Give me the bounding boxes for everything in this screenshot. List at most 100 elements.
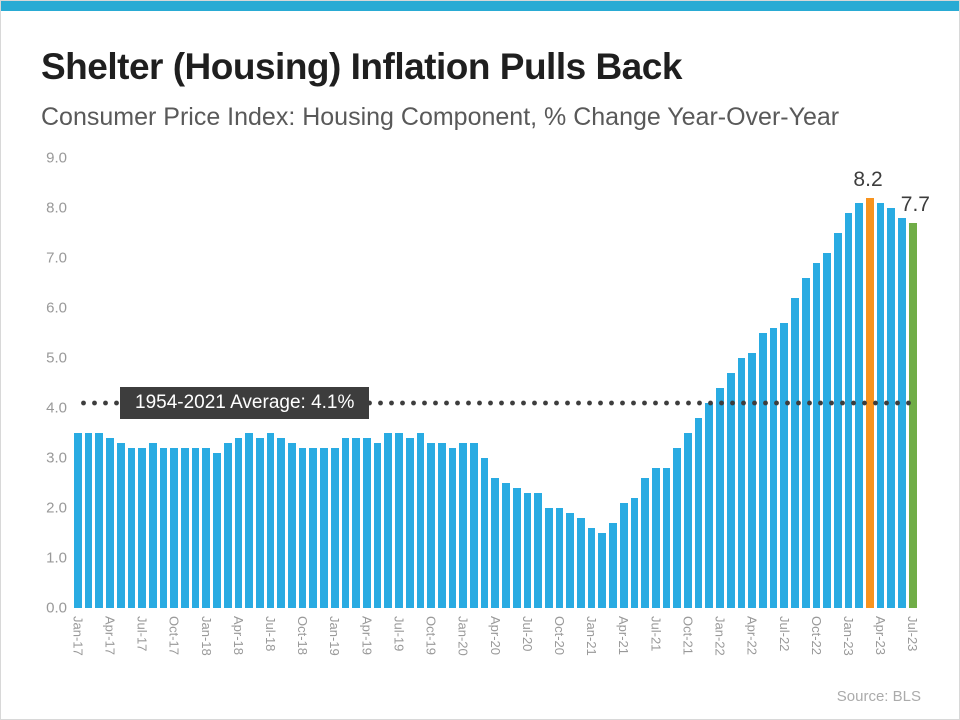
- x-slot: [566, 614, 574, 680]
- x-tick-label: Jul-17: [134, 616, 150, 652]
- x-tick-label: Oct-22: [808, 616, 824, 656]
- x-slot: Oct-21: [680, 614, 695, 680]
- x-slot: Jul-18: [263, 614, 278, 680]
- bar-Dec-22: [833, 233, 842, 608]
- x-slot: [631, 614, 639, 680]
- x-slot: Jan-22: [713, 614, 728, 680]
- bar-Jul-20: [523, 493, 532, 608]
- x-slot: Oct-19: [424, 614, 439, 680]
- x-slot: [309, 614, 317, 680]
- y-tick-label: 4.0: [46, 399, 67, 417]
- x-slot: Oct-22: [809, 614, 824, 680]
- x-tick-label: Apr-23: [873, 616, 889, 656]
- x-tick-label: Jan-23: [840, 616, 856, 656]
- bar-Jun-21: [641, 478, 649, 608]
- bar-Aug-21: [662, 468, 671, 608]
- x-tick-label: Jul-21: [648, 616, 664, 652]
- y-tick-label: 8.0: [46, 199, 67, 217]
- x-tick-label: Apr-18: [230, 616, 246, 656]
- bar-Dec-17: [191, 448, 200, 608]
- x-slot: [598, 614, 606, 680]
- x-tick-label: Jan-22: [712, 616, 728, 656]
- bar-Apr-17: [106, 438, 114, 608]
- x-slot: [791, 614, 799, 680]
- x-slot: Jul-23: [905, 614, 920, 680]
- bar-Jul-22: [780, 323, 789, 608]
- x-tick-label: Oct-20: [551, 616, 567, 656]
- bar-May-19: [373, 443, 382, 608]
- x-slot: [342, 614, 350, 680]
- x-tick-label: Jul-22: [776, 616, 792, 652]
- x-tick-label: Oct-21: [680, 616, 696, 656]
- bar-Jul-23: [908, 223, 917, 608]
- bar-Sep-17: [159, 448, 168, 608]
- bar-Jul-21: [651, 468, 660, 608]
- bar-Apr-20: [491, 478, 500, 608]
- y-axis: 0.0 1.0 2.0 3.0 4.0 5.0 6.0 7.0 8.0 9.0: [27, 150, 67, 617]
- x-slot: [277, 614, 285, 680]
- bar-Apr-22: [748, 353, 756, 608]
- x-tick-label: Oct-19: [423, 616, 439, 656]
- bar-Nov-20: [566, 513, 575, 608]
- x-slot: [759, 614, 767, 680]
- bar-Apr-18: [234, 438, 243, 608]
- x-slot: Apr-20: [488, 614, 503, 680]
- bar-May-23: [887, 208, 896, 608]
- x-slot: [374, 614, 382, 680]
- bar-Dec-20: [577, 518, 585, 608]
- x-slot: [663, 614, 671, 680]
- bar-May-18: [245, 433, 253, 608]
- bar-Dec-18: [320, 448, 328, 608]
- x-tick-label: Apr-19: [359, 616, 375, 656]
- x-slot: [438, 614, 446, 680]
- bar-Mar-20: [480, 458, 489, 608]
- y-tick-label: 7.0: [46, 249, 67, 267]
- x-tick-label: Oct-17: [166, 616, 182, 656]
- bar-Sep-22: [801, 278, 810, 608]
- x-slot: Jan-23: [841, 614, 856, 680]
- x-slot: [470, 614, 478, 680]
- bar-Jun-19: [384, 433, 393, 608]
- bar-Aug-22: [791, 298, 799, 608]
- bar-Mar-19: [352, 438, 360, 608]
- bar-Aug-18: [277, 438, 286, 608]
- x-tick-label: Jan-21: [584, 616, 600, 656]
- bar-Sep-21: [673, 448, 682, 608]
- x-slot: [695, 614, 703, 680]
- bar-Mar-17: [95, 433, 104, 608]
- x-slot: [534, 614, 542, 680]
- x-slot: Oct-18: [295, 614, 310, 680]
- bar-Apr-19: [362, 438, 371, 608]
- x-slot: Jan-19: [327, 614, 342, 680]
- x-slot: [117, 614, 125, 680]
- x-tick-label: Apr-17: [102, 616, 118, 656]
- y-tick-label: 5.0: [46, 349, 67, 367]
- value-label-7.7: 7.7: [900, 193, 930, 216]
- x-slot: Jul-22: [777, 614, 792, 680]
- bar-Jun-20: [512, 488, 521, 608]
- x-slot: [855, 614, 863, 680]
- chart-subtitle: Consumer Price Index: Housing Component,…: [41, 103, 840, 131]
- bar-May-22: [759, 333, 767, 608]
- bar-Jun-18: [255, 438, 264, 608]
- x-tick-label: Jan-18: [198, 616, 214, 656]
- bar-Aug-20: [534, 493, 542, 608]
- y-tick-label: 2.0: [46, 499, 67, 517]
- x-tick-label: Apr-20: [487, 616, 503, 656]
- bar-Nov-21: [694, 418, 703, 608]
- value-label-8.2: 8.2: [853, 168, 883, 191]
- bar-Feb-22: [726, 373, 735, 608]
- x-tick-label: Jul-19: [391, 616, 407, 652]
- x-tick-label: Oct-18: [295, 616, 311, 656]
- x-axis: Jan-17 Apr-17 Jul-17 Oct-17 Jan-18 Apr-18 Jul-…: [70, 614, 920, 680]
- bar-Oct-17: [170, 448, 179, 608]
- x-tick-label: Jan-19: [327, 616, 343, 656]
- bar-Oct-20: [555, 508, 564, 608]
- bar-Sep-19: [416, 433, 425, 608]
- y-tick-label: 6.0: [46, 299, 67, 317]
- x-tick-label: Jan-17: [70, 616, 86, 656]
- x-tick-label: Jul-20: [519, 616, 535, 652]
- bar-Jan-20: [459, 443, 468, 608]
- x-slot: [823, 614, 831, 680]
